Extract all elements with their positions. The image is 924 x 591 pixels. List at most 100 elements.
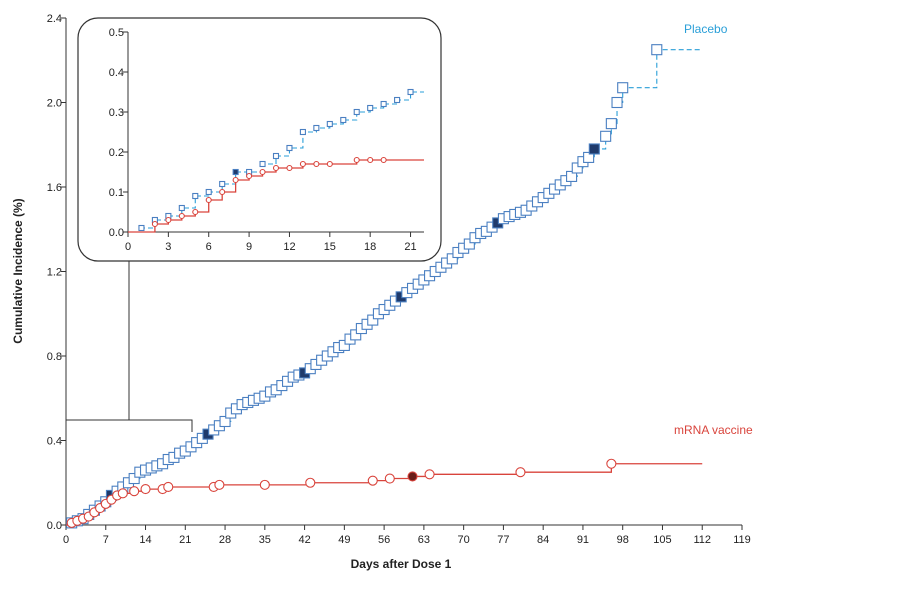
mrna-vaccine-point (367, 156, 374, 164)
mrna-vaccine-point (178, 212, 185, 220)
placebo-point (367, 104, 374, 112)
x-tick-label: 15 (324, 241, 336, 253)
mrna-vaccine-point (163, 481, 174, 493)
mrna-vaccine-line (66, 463, 703, 526)
x-tick-label: 0 (63, 534, 69, 546)
mrna-vaccine-point (286, 164, 293, 172)
x-tick-label: 35 (259, 534, 271, 546)
x-tick-label: 63 (418, 534, 430, 546)
series-label-mrna-vaccine: mRNA vaccine (674, 423, 753, 437)
inset-y-axis-ticks: 0.0 0.1 0.2 0.3 0.4 0.5 (109, 27, 128, 239)
mrna-vaccine-point (384, 473, 395, 484)
placebo-point (138, 224, 145, 232)
placebo-point (259, 160, 266, 168)
y-tick-label: 0.1 (109, 187, 124, 199)
placebo-point (651, 44, 663, 56)
placebo-point (205, 188, 212, 196)
placebo-point (340, 116, 347, 124)
placebo-point (571, 162, 583, 174)
x-tick-label: 49 (338, 534, 350, 546)
x-tick-label: 9 (246, 241, 252, 253)
placebo-point (350, 329, 362, 341)
y-tick-label: 0.3 (109, 107, 124, 119)
x-tick-label: 28 (219, 534, 231, 546)
inset-plot-series (128, 88, 424, 233)
placebo-point (286, 144, 293, 152)
mrna-vaccine-point (380, 156, 387, 164)
mrna-vaccine-point (299, 160, 306, 168)
placebo-point (313, 124, 320, 132)
placebo-point (367, 314, 379, 326)
inset-x-axis-ticks: 0 3 6 9 12 15 18 21 (125, 232, 417, 253)
placebo-point (617, 82, 629, 94)
mrna-vaccine-point (305, 477, 316, 488)
x-tick-label: 112 (693, 534, 711, 546)
x-tick-label: 119 (733, 534, 751, 546)
x-tick-label: 84 (537, 534, 549, 546)
y-axis-ticks: 0.0 0.4 0.8 1.2 1.6 2.0 2.4 (47, 13, 66, 532)
placebo-point (583, 151, 595, 163)
y-tick-label: 1.2 (47, 267, 62, 279)
y-axis-title: Cumulative Incidence (%) (11, 198, 25, 343)
x-tick-label: 105 (653, 534, 671, 546)
placebo-point (326, 120, 333, 128)
mrna-vaccine-point (151, 220, 158, 228)
inset-chart: 0 3 6 9 12 15 18 21 0.0 0.1 0.2 0.3 0.4 0.5 (77, 17, 442, 262)
placebo-point (128, 472, 140, 485)
mrna-vaccine-point (192, 208, 199, 216)
x-tick-label: 70 (458, 534, 470, 546)
x-tick-label: 18 (364, 241, 376, 253)
mrna-vaccine-point (165, 216, 172, 224)
y-tick-label: 0.4 (47, 436, 62, 448)
mrna-vaccine-point (326, 160, 333, 168)
mrna-vaccine-point (259, 479, 270, 490)
y-tick-label: 0.2 (109, 147, 124, 159)
main-plot-series (66, 44, 703, 529)
x-tick-label: 12 (283, 241, 295, 253)
y-tick-label: 0.4 (109, 67, 124, 79)
mrna-vaccine-point (272, 164, 280, 172)
placebo-point (605, 118, 617, 130)
placebo-point (299, 128, 306, 136)
mrna-vaccine-point (407, 471, 418, 482)
series-label-placebo: Placebo (684, 22, 728, 36)
mrna-vaccine-point (515, 467, 526, 478)
mrna-vaccine-point (353, 156, 360, 164)
y-tick-label: 2.0 (47, 98, 62, 110)
placebo-point (272, 152, 280, 160)
mrna-vaccine-point (129, 486, 140, 497)
mrna-vaccine-point (140, 484, 151, 495)
mrna-vaccine-point (259, 168, 266, 176)
x-tick-label: 6 (206, 241, 212, 253)
mrna-vaccine-point (246, 172, 253, 180)
mrna-vaccine-point (117, 488, 128, 499)
placebo-point (219, 180, 226, 188)
mrna-vaccine-point (205, 196, 212, 204)
placebo-point (446, 253, 458, 265)
placebo-point (219, 415, 231, 428)
placebo-point (566, 170, 578, 182)
mrna-vaccine-point (219, 188, 226, 196)
inset-frame (77, 17, 442, 262)
y-tick-label: 0.5 (109, 27, 124, 39)
x-tick-label: 42 (298, 534, 310, 546)
x-tick-label: 98 (617, 534, 629, 546)
x-axis-ticks: 0 7 14 21 28 35 42 49 56 63 70 77 84 91 98 105 112 119 (63, 525, 751, 546)
placebo-point (600, 130, 612, 142)
y-tick-label: 0.8 (47, 351, 62, 363)
mrna-vaccine-point (424, 469, 435, 480)
placebo-point (353, 108, 360, 116)
placebo-point (463, 238, 475, 250)
inset-callout-bracket (65, 261, 193, 432)
placebo-point (588, 143, 600, 155)
x-tick-label: 3 (165, 241, 171, 253)
mrna-vaccine-point (313, 160, 320, 168)
placebo-point (232, 168, 239, 176)
y-tick-label: 0.0 (109, 227, 124, 239)
x-tick-label: 7 (103, 534, 109, 546)
placebo-point (394, 96, 401, 104)
x-tick-label: 91 (577, 534, 589, 546)
placebo-point (380, 100, 387, 108)
mrna-vaccine-point (367, 475, 378, 486)
x-tick-label: 14 (139, 534, 151, 546)
